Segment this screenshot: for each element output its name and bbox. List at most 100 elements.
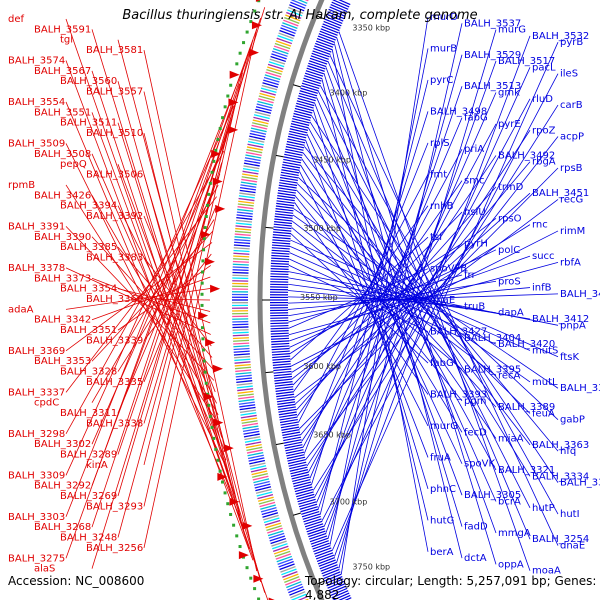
band-feature [234,241,251,245]
band-feature [232,326,249,329]
blue-feature [272,241,291,245]
band-feature [236,214,253,218]
blue-feature [274,221,293,225]
blue-feature [314,45,332,53]
green-dot [218,127,222,131]
blue-feature [318,33,336,41]
red-feature [215,204,226,213]
band-feature [272,48,289,55]
gene-label-right: BALH_3363 [532,440,589,451]
connector-left [91,276,211,321]
blue-feature [271,257,290,260]
kbp-tick [317,580,325,585]
green-dot [216,458,220,462]
band-feature [239,409,256,414]
blue-feature [308,62,326,70]
gene-label-left: BALH_3268 [34,522,91,533]
gene-label-right: BALH_3254 [532,534,589,545]
band-feature [288,586,304,594]
band-feature [253,478,270,484]
blue-feature [270,275,289,278]
band-feature [250,467,267,473]
band-feature [243,162,260,167]
gene-label-right: hutG [430,515,454,526]
band-feature [250,130,267,135]
red-feature [204,257,215,266]
gene-label-left: BALH_3508 [34,149,91,160]
gene-label-right: pyrH [464,239,488,250]
blue-feature [278,408,297,413]
gene-label-right: rbfA [560,257,581,268]
green-dot [245,566,249,570]
band-feature [238,200,255,204]
red-feature [253,574,264,583]
blue-feature [303,515,321,523]
blue-feature [272,355,291,359]
blue-feature [328,8,346,17]
blue-feature [317,35,336,44]
band-feature [240,414,257,419]
blue-feature [329,585,347,594]
band-feature [232,263,249,266]
band-feature [241,420,258,424]
blue-feature [271,254,290,258]
band-feature [233,350,250,353]
gene-label-right: recG [560,194,583,205]
band-feature [246,149,263,154]
connector-right [291,227,463,370]
gene-label-right: BALH_3423 [560,289,600,300]
red-feature [205,338,216,347]
band-feature [240,184,257,188]
connector-right [334,43,463,559]
blue-feature [276,396,295,400]
blue-feature [298,95,316,102]
band-feature [289,4,305,12]
blue-feature [283,158,302,164]
connector-right [299,171,429,427]
gene-label-right: rluD [532,94,553,105]
connector-right [321,79,429,521]
band-feature [235,227,252,231]
gene-label-left: BALH_3378 [8,263,65,274]
blue-feature [270,330,289,333]
green-dot [200,303,204,307]
band-feature [273,45,290,52]
connector-right [292,220,497,376]
band-feature [273,548,290,555]
band-feature [282,571,298,578]
band-feature [236,385,253,389]
connector-left [65,196,217,393]
blue-feature [270,335,289,338]
band-feature [246,449,263,454]
blue-feature [285,446,304,452]
connector-left [117,39,262,583]
connector-right [292,214,531,383]
blue-feature [322,568,340,577]
blue-feature [298,92,317,99]
band-feature [247,140,264,146]
blue-feature [288,133,307,139]
green-dot [253,9,257,13]
green-dot [204,214,208,218]
green-dot [223,491,227,495]
band-feature [277,558,293,565]
blue-feature [282,434,301,439]
gene-label-left: BALH_3391 [8,221,65,232]
blue-feature [275,205,294,209]
connector-right [295,195,463,402]
blue-feature [315,549,333,558]
connector-right [308,127,497,471]
connector-right [329,55,559,546]
blue-feature [326,578,344,587]
blue-feature [305,523,324,530]
connector-right [325,67,497,534]
gene-label-right: BALH_3529 [464,50,521,61]
band-feature [242,428,259,433]
band-feature [255,488,272,494]
connector-right [338,31,531,571]
band-feature [246,446,263,451]
kbp-tick [275,442,284,446]
red-feature [211,149,222,158]
gene-label-right: BALH_3513 [464,81,521,92]
band-feature [253,114,270,120]
